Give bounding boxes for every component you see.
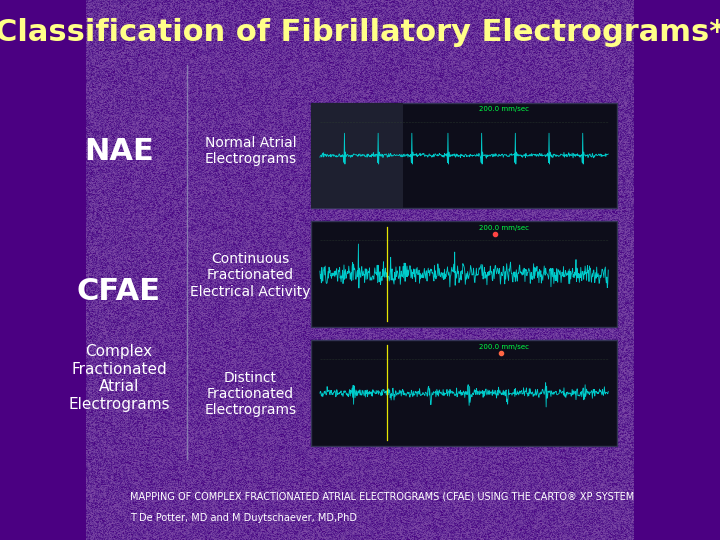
Text: Continuous
Fractionated
Electrical Activity: Continuous Fractionated Electrical Activ… bbox=[190, 252, 311, 299]
Text: MAPPING OF COMPLEX FRACTIONATED ATRIAL ELECTROGRAMS (CFAE) USING THE CARTO® XP S: MAPPING OF COMPLEX FRACTIONATED ATRIAL E… bbox=[130, 492, 634, 502]
Text: CFAE: CFAE bbox=[77, 277, 161, 306]
Text: Classification of Fibrillatory Electrograms*: Classification of Fibrillatory Electrogr… bbox=[0, 18, 720, 47]
Text: Distinct
Fractionated
Electrograms: Distinct Fractionated Electrograms bbox=[204, 371, 297, 417]
Text: Complex
Fractionated
Atrial
Electrograms: Complex Fractionated Atrial Electrograms bbox=[68, 345, 170, 411]
Text: 200.0 mm/sec: 200.0 mm/sec bbox=[480, 106, 529, 112]
Text: NAE: NAE bbox=[84, 137, 154, 166]
Text: 200.0 mm/sec: 200.0 mm/sec bbox=[480, 343, 529, 349]
FancyBboxPatch shape bbox=[311, 221, 618, 327]
FancyBboxPatch shape bbox=[311, 340, 618, 445]
FancyBboxPatch shape bbox=[311, 103, 402, 208]
Text: Normal Atrial
Electrograms: Normal Atrial Electrograms bbox=[204, 136, 297, 166]
Text: 200.0 mm/sec: 200.0 mm/sec bbox=[480, 225, 529, 231]
Text: T De Potter, MD and M Duytschaever, MD,PhD: T De Potter, MD and M Duytschaever, MD,P… bbox=[130, 514, 357, 523]
FancyBboxPatch shape bbox=[311, 103, 618, 208]
